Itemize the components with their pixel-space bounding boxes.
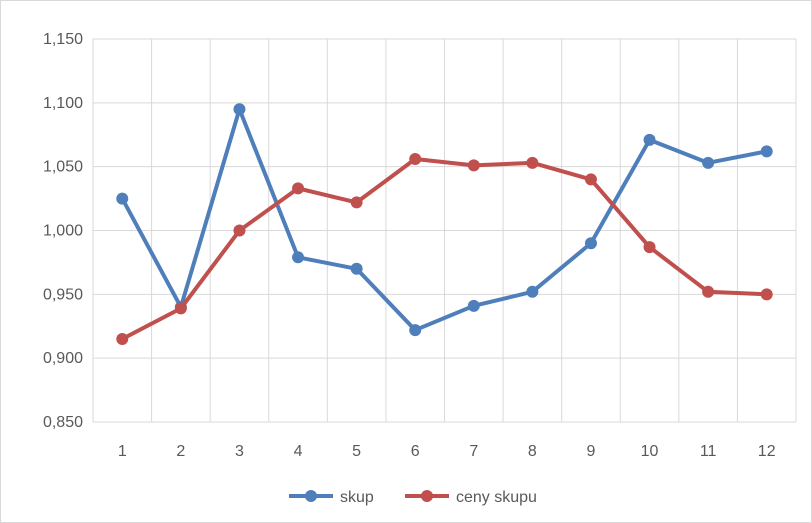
x-tick-label: 9 (587, 443, 596, 460)
y-tick-label: 0,850 (43, 414, 83, 431)
y-tick-label: 0,900 (43, 350, 83, 367)
x-tick-label: 3 (235, 443, 244, 460)
series-skup (116, 103, 773, 337)
data-point (350, 196, 363, 209)
x-tick-label: 10 (641, 443, 659, 460)
series-lines (116, 103, 773, 346)
data-point (467, 159, 480, 172)
x-tick-label: 8 (528, 443, 537, 460)
legend-label: skup (340, 489, 374, 506)
data-point (292, 182, 305, 195)
x-tick-label: 6 (411, 443, 420, 460)
data-point (584, 237, 597, 250)
x-tick-label: 12 (758, 443, 776, 460)
y-tick-label: 1,150 (43, 31, 83, 48)
data-point (643, 133, 656, 146)
data-point (584, 173, 597, 186)
data-point (643, 241, 656, 254)
legend-item: ceny skupu (405, 489, 537, 506)
data-point (116, 192, 129, 205)
data-point (526, 285, 539, 298)
series-line (120, 157, 769, 342)
legend-item: skup (289, 489, 374, 506)
x-tick-label: 4 (294, 443, 303, 460)
x-tick-label: 2 (176, 443, 185, 460)
x-tick-label: 11 (700, 443, 717, 460)
x-tick-label: 1 (118, 443, 127, 460)
y-tick-label: 0,950 (43, 286, 83, 303)
data-point (760, 288, 773, 301)
data-point (292, 251, 305, 264)
x-tick-label: 5 (352, 443, 361, 460)
data-point (350, 262, 363, 275)
series-ceny-skupu (116, 153, 773, 346)
data-point (233, 103, 246, 116)
data-point (760, 145, 773, 158)
data-point (233, 224, 246, 237)
legend-swatch-marker (305, 490, 317, 502)
data-point (526, 156, 539, 169)
legend-swatch-marker (421, 490, 433, 502)
y-tick-label: 1,050 (43, 159, 83, 176)
y-tick-label: 1,000 (43, 223, 83, 240)
series-line (120, 107, 769, 333)
data-point (174, 302, 187, 315)
data-point (702, 285, 715, 298)
data-point (116, 333, 129, 346)
grid-lines (92, 38, 797, 423)
data-point (702, 156, 715, 169)
x-tick-label: 7 (469, 443, 478, 460)
y-tick-label: 1,100 (43, 95, 83, 112)
legend: skup ceny skupu (289, 489, 537, 506)
legend-label: ceny skupu (456, 489, 537, 506)
y-axis-labels: 0,850 0,900 0,950 1,000 1,050 1,100 1,150 (43, 31, 83, 431)
data-point (409, 324, 422, 337)
x-axis-labels: 1 2 3 4 5 6 7 8 9 10 11 12 (118, 443, 776, 460)
data-point (467, 299, 480, 312)
data-point (409, 153, 422, 166)
